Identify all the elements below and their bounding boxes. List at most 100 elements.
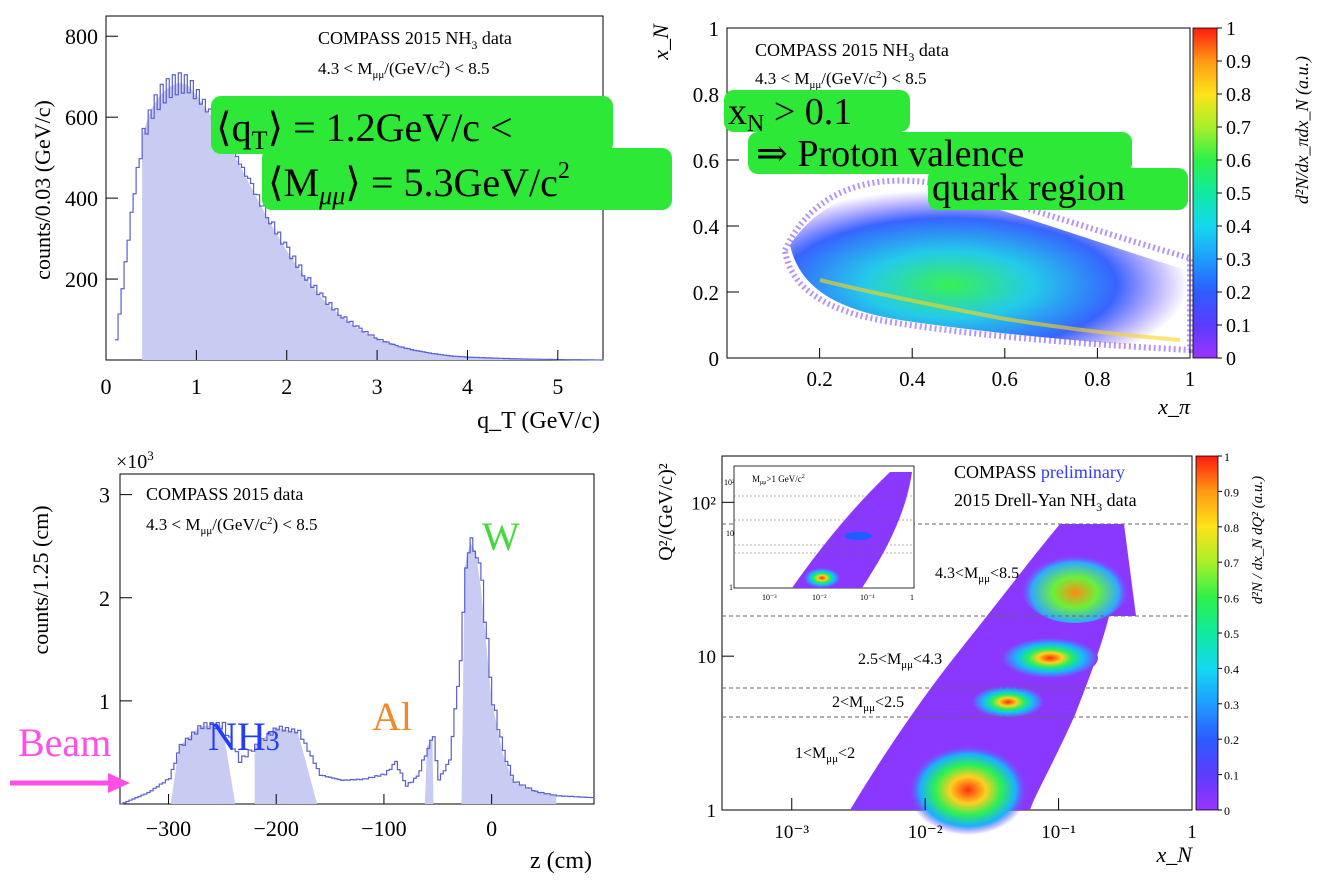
colorbar-tick-label: 0 bbox=[1224, 804, 1230, 818]
beam-arrow-head bbox=[108, 773, 130, 793]
heatmap-band-outer bbox=[781, 177, 1193, 354]
inset-plot: Mμμ>1 GeV/c2 10² 10 1 10⁻³ 10⁻² 10⁻¹ 1 bbox=[724, 465, 915, 602]
y-tick-label: 1 bbox=[709, 17, 720, 41]
annotation-box-2 bbox=[748, 132, 1132, 174]
heatmap-core bbox=[819, 278, 1181, 342]
panel-header: COMPASS 2015 data bbox=[146, 484, 303, 504]
x-tick-label: 0 bbox=[486, 816, 497, 841]
colorbar-tick-label: 0.4 bbox=[1226, 216, 1251, 238]
inset-band bbox=[792, 472, 912, 588]
inset-hotspot bbox=[804, 568, 840, 588]
mass-cut-label: 4.3 < Mμμ/(GeV/c2) < 8.5 bbox=[755, 69, 927, 91]
bin-label-2p5-4p3: 2.5<Mμμ<4.3 bbox=[858, 651, 942, 671]
annotation-mean-qt: ⟨qT⟩ = 1.2GeV/c < bbox=[216, 105, 513, 155]
inset-hotspot-upper bbox=[844, 532, 872, 540]
y-tick-label: 0.4 bbox=[693, 215, 720, 239]
colorbar-tick-label: 0.3 bbox=[1224, 698, 1239, 712]
x-tick-label: −200 bbox=[253, 816, 298, 841]
x-tick-label: 0.8 bbox=[1084, 367, 1110, 391]
panel-header: COMPASS 2015 NH3 data bbox=[755, 40, 949, 64]
x-axis-ticks: 0.2 0.4 0.6 0.8 1 bbox=[726, 348, 1195, 391]
x-tick-label: 0.6 bbox=[992, 367, 1018, 391]
colorbar-tick-label: 0 bbox=[1226, 348, 1236, 370]
colorbar-tick-label: 0.2 bbox=[1226, 282, 1251, 304]
inset-ytick-100: 10² bbox=[724, 478, 735, 487]
bin-label-4p3-8p5: 4.3<Mμμ<8.5 bbox=[935, 565, 1019, 585]
plot-frame bbox=[119, 473, 595, 805]
x-tick-label: 0 bbox=[101, 374, 112, 399]
bin-4p3-8p5-hotspot bbox=[1020, 547, 1130, 623]
panel-q2-xn-heatmap: 4.3<Mμμ<8.5 2.5<Mμμ<4.3 2<Mμμ<2.5 1<Mμμ<… bbox=[655, 450, 1266, 867]
y-axis-label: counts/0.03 (GeV/c) bbox=[30, 100, 55, 280]
y-tick-label: 1 bbox=[99, 689, 110, 714]
x-tick-label: 1 bbox=[191, 374, 202, 399]
inset-ytick-1: 1 bbox=[729, 583, 733, 592]
y-tick-label: 400 bbox=[65, 186, 98, 211]
inset-xtick-1e-1: 10⁻¹ bbox=[860, 593, 875, 602]
colorbar-tick-label: 0.5 bbox=[1226, 183, 1251, 205]
plot-frame bbox=[726, 27, 1191, 359]
x-tick-label: −100 bbox=[361, 816, 406, 841]
x-axis-ticks: 0 1 2 3 4 5 bbox=[101, 350, 563, 399]
label-beam: Beam bbox=[18, 720, 111, 765]
colorbar-tick-label: 0.9 bbox=[1224, 485, 1239, 499]
x-axis-ticks: −300 −200 −100 0 bbox=[146, 794, 497, 841]
y-tick-label: 10² bbox=[691, 493, 716, 514]
colorbar-tick-label: 0.1 bbox=[1226, 315, 1251, 337]
y-tick-label: 800 bbox=[65, 24, 98, 49]
mass-cut-label: 4.3 < Mμμ/(GeV/c2) < 8.5 bbox=[146, 515, 318, 537]
histogram-fill bbox=[170, 542, 557, 804]
colorbar-tick-label: 0.1 bbox=[1224, 769, 1239, 783]
y-tick-label: 0.2 bbox=[693, 281, 719, 305]
y-axis-label: x_N bbox=[648, 23, 673, 61]
annotation-valence: ⇒ Proton valence bbox=[756, 133, 1024, 175]
colorbar-tick-label: 1 bbox=[1224, 450, 1230, 464]
panel-subheader: 2015 Drell-Yan NH3 data bbox=[954, 490, 1137, 514]
x-tick-label: 0.2 bbox=[806, 367, 832, 391]
x-axis-label: x_N bbox=[1156, 842, 1194, 867]
annotation-xn-cut: xN > 0.1 bbox=[728, 91, 852, 137]
x-tick-label: 5 bbox=[552, 374, 563, 399]
y-tick-label: 3 bbox=[99, 483, 110, 508]
x-tick-label: 4 bbox=[462, 374, 473, 399]
y-tick-label: 0.8 bbox=[693, 83, 719, 107]
colorbar bbox=[1192, 27, 1218, 359]
colorbar-tick-label: 0.5 bbox=[1224, 627, 1239, 641]
y-tick-label: 0 bbox=[709, 347, 720, 371]
y-axis-label: Q²/(GeV/c)² bbox=[655, 463, 677, 561]
inset-title: Mμμ>1 GeV/c2 bbox=[752, 474, 805, 486]
y-tick-label: 1 bbox=[707, 801, 717, 822]
bin-2p5-4p3-hotspot bbox=[1002, 638, 1098, 678]
panel-header: COMPASS preliminary bbox=[954, 462, 1125, 482]
x-tick-label: 10⁻³ bbox=[774, 822, 809, 843]
colorbar-tick-label: 0.6 bbox=[1226, 150, 1251, 172]
inset-ytick-10: 10 bbox=[726, 529, 734, 538]
colorbar-tick-label: 0.6 bbox=[1224, 592, 1239, 606]
panel-header: COMPASS 2015 NH3 data bbox=[318, 28, 512, 52]
heatmap-band bbox=[790, 189, 1188, 348]
y-axis-ticks: 1 10 10² bbox=[691, 493, 734, 822]
annotation-box-1 bbox=[724, 90, 910, 132]
y-axis-ticks: 200 400 600 800 bbox=[65, 24, 118, 292]
bin-label-1-2: 1<Mμμ<2 bbox=[795, 745, 855, 765]
y-axis-ticks: 1 2 3 bbox=[99, 483, 132, 714]
x-axis-label: z (cm) bbox=[530, 848, 592, 874]
x-tick-label: 10⁻¹ bbox=[1041, 822, 1076, 843]
y-tick-label: 0.6 bbox=[693, 149, 719, 173]
panel-xn-xpi-heatmap: 0.2 0.4 0.6 0.8 1 00.20.40.60.81 00.10.20.30… bbox=[648, 17, 1313, 419]
x-tick-label: 3 bbox=[372, 374, 383, 399]
label-tungsten: W bbox=[482, 514, 520, 559]
panel-z-histogram: −300 −200 −100 0 123 ×103 counts/1.25 (cm) … bbox=[10, 448, 595, 874]
y-axis-ticks: 0 0.2 0.4 0.6 0.8 1 bbox=[693, 17, 739, 371]
colorbar-tick-label: 0.8 bbox=[1224, 521, 1239, 535]
y-axis-label: counts/1.25 (cm) bbox=[28, 505, 53, 654]
histogram-fill bbox=[142, 82, 604, 360]
colorbar-tick-label: 1 bbox=[1226, 18, 1236, 40]
colorbar-tick-label: 0.9 bbox=[1226, 51, 1251, 73]
x-tick-label: 10⁻² bbox=[908, 822, 943, 843]
colorbar-ticks: 0 0.1 0.2 0.3 0.4 0.5 0.6 0.7 0.8 0.9 1 bbox=[1218, 450, 1239, 818]
x-axis-label: q_T (GeV/c) bbox=[477, 408, 600, 434]
colorbar-ticks: 0 0.1 0.2 0.3 0.4 0.5 0.6 0.7 0.8 0.9 1 bbox=[1217, 18, 1251, 370]
colorbar bbox=[1195, 455, 1219, 811]
inset-xtick-1e-2: 10⁻² bbox=[812, 593, 827, 602]
